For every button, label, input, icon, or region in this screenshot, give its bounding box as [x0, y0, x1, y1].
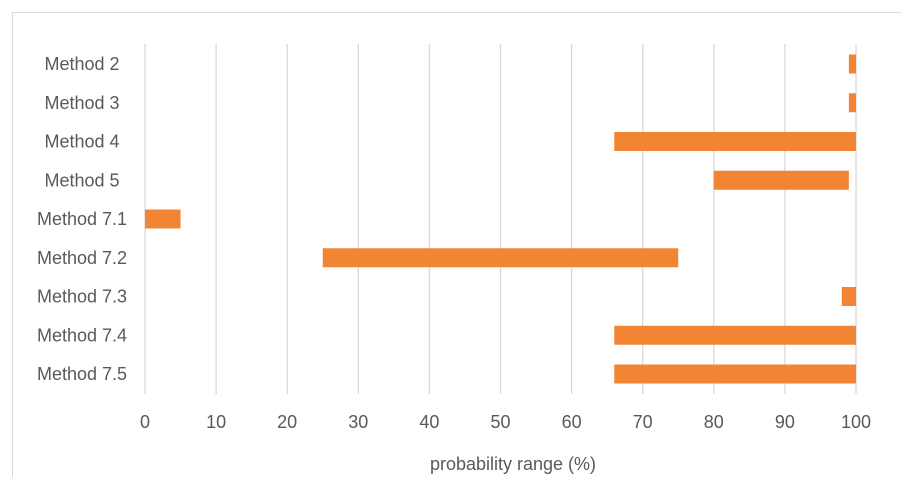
range-bar — [841, 287, 856, 306]
range-bar — [614, 325, 856, 345]
category-label: Method 7.1 — [37, 209, 127, 229]
category-label: Method 4 — [44, 132, 119, 152]
x-tick-label: 40 — [419, 412, 439, 432]
range-bar — [713, 170, 849, 190]
category-label: Method 7.2 — [37, 248, 127, 268]
x-tick-labels: 0 10 20 30 40 50 60 70 80 90 100 — [140, 412, 871, 432]
range-bar — [848, 93, 856, 113]
category-labels: Method 2 Method 3 Method 4 Method 5 Method 7… — [37, 54, 127, 384]
x-tick-label: 10 — [206, 412, 226, 432]
x-tick-label: 20 — [277, 412, 297, 432]
category-label: Method 5 — [44, 170, 119, 190]
x-tick-label: 90 — [775, 412, 795, 432]
category-label: Method 3 — [44, 93, 119, 113]
category-label: Method 7.4 — [37, 325, 127, 345]
range-bar — [322, 248, 679, 268]
category-label: Method 7.5 — [37, 364, 127, 384]
x-tick-label: 30 — [348, 412, 368, 432]
range-bar — [848, 54, 856, 74]
x-tick-label: 0 — [140, 412, 150, 432]
x-tick-label: 100 — [841, 412, 871, 432]
category-label: Method 7.3 — [37, 287, 127, 307]
category-label: Method 2 — [44, 54, 119, 74]
x-axis-title: probability range (%) — [430, 454, 596, 474]
range-bar — [145, 209, 181, 229]
bars — [145, 54, 856, 384]
x-tick-label: 70 — [633, 412, 653, 432]
range-bar — [614, 132, 856, 151]
x-tick-label: 50 — [490, 412, 510, 432]
x-tick-label: 80 — [704, 412, 724, 432]
x-tick-label: 60 — [562, 412, 582, 432]
range-bar — [614, 364, 856, 384]
